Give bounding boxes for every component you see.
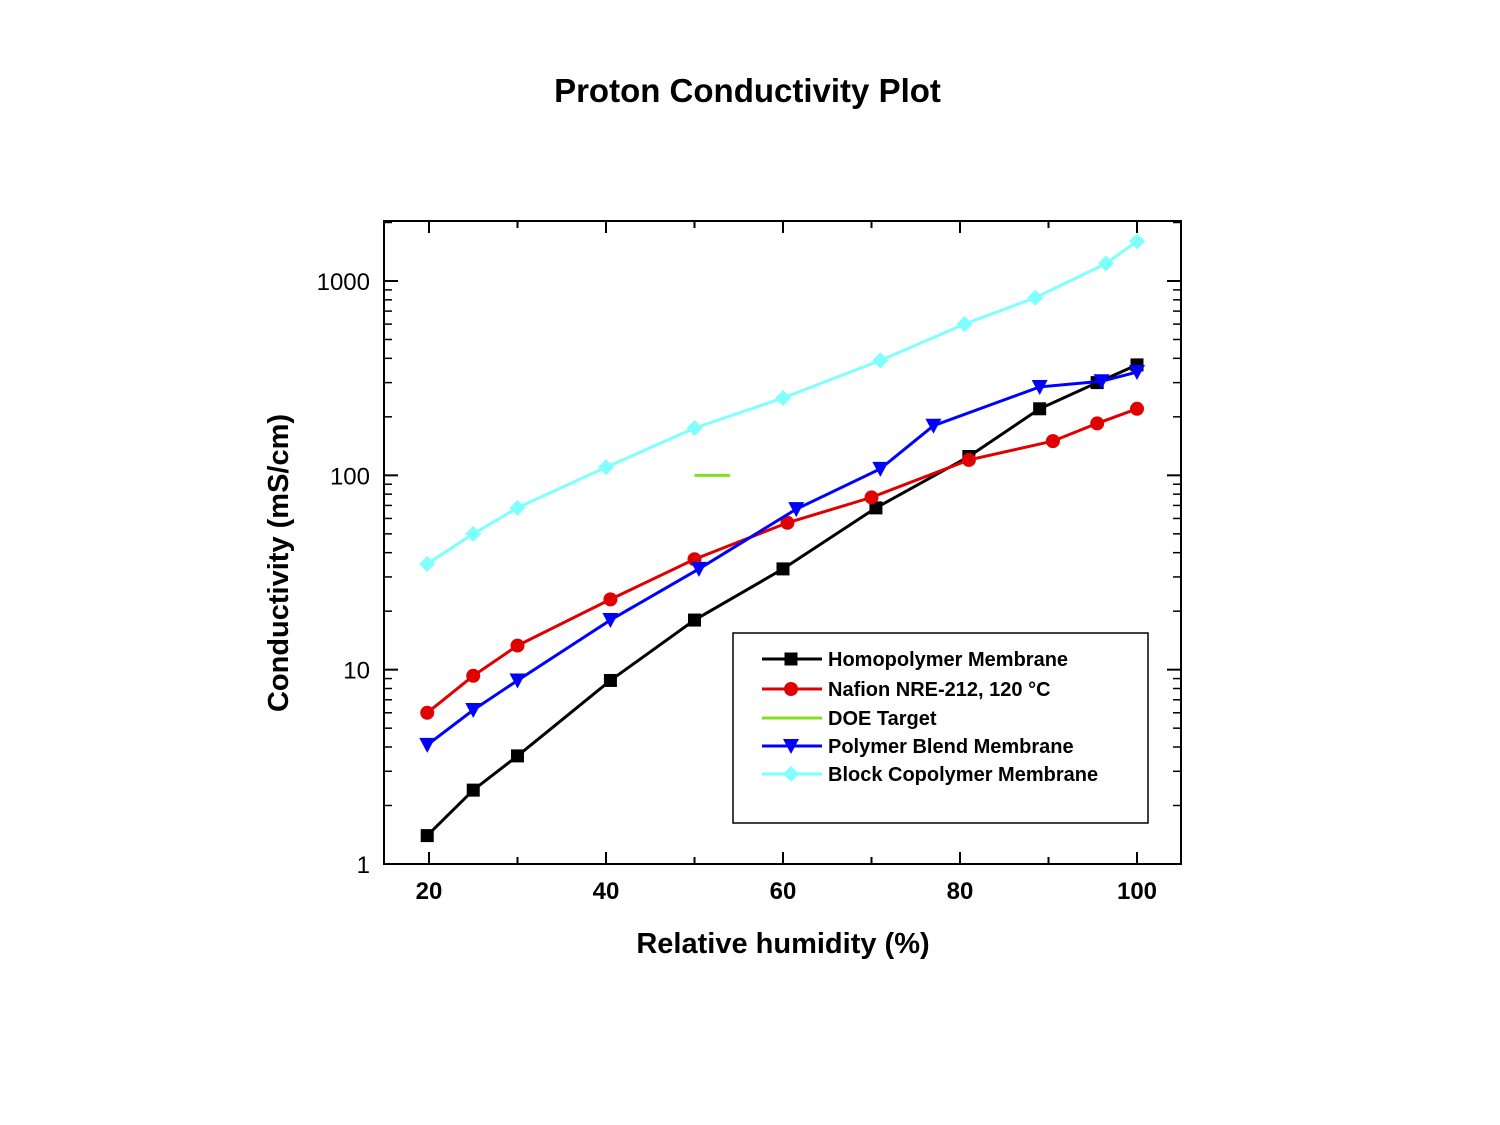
data-point	[603, 673, 617, 687]
y-tick-label: 1	[357, 852, 370, 879]
series-1	[420, 401, 1144, 720]
data-point	[690, 561, 707, 577]
data-point	[872, 461, 889, 477]
legend-marker	[783, 766, 799, 782]
data-point	[872, 352, 889, 369]
series-4	[419, 233, 1145, 572]
legend-marker	[784, 652, 798, 666]
data-point	[780, 515, 795, 530]
data-point	[465, 525, 482, 542]
data-point	[1090, 416, 1105, 431]
data-point	[602, 613, 619, 629]
legend-label: Polymer Blend Membrane	[828, 736, 1074, 758]
y-tick-label: 1000	[317, 269, 370, 296]
data-point	[1098, 255, 1115, 272]
x-axis-title: Relative humidity (%)	[636, 928, 929, 960]
data-point	[1027, 289, 1044, 306]
axis-ticks: 20 40 60 80 100 1 10 100 1000	[317, 221, 1181, 905]
data-point	[961, 452, 976, 467]
legend-label: Nafion NRE-212, 120 °C	[828, 679, 1051, 701]
data-point	[864, 490, 879, 505]
data-point	[1130, 401, 1144, 416]
data-point	[1033, 402, 1047, 416]
legend: Homopolymer Membrane Nafion NRE-212, 120 …	[732, 632, 1149, 824]
data-point	[466, 668, 481, 683]
series-3	[419, 365, 1145, 753]
data-point	[788, 502, 805, 518]
data-point	[509, 499, 526, 516]
legend-label: Homopolymer Membrane	[828, 649, 1068, 671]
data-point	[420, 705, 435, 720]
data-point	[686, 420, 703, 437]
legend-label: Block Copolymer Membrane	[828, 764, 1098, 786]
data-point	[598, 459, 614, 476]
data-point	[1045, 434, 1060, 449]
data-point	[925, 418, 942, 434]
y-tick-label: 100	[330, 463, 370, 490]
data-point	[1129, 365, 1145, 381]
chart-title: Proton Conductivity Plot	[554, 72, 941, 109]
x-tick-label: 20	[416, 878, 443, 905]
data-point	[509, 673, 526, 689]
y-axis-title: Conductivity (mS/cm)	[263, 414, 295, 712]
x-tick-label: 40	[593, 878, 620, 905]
data-point	[1093, 374, 1110, 390]
data-point	[603, 592, 618, 607]
data-point	[775, 390, 791, 407]
series-layer	[419, 233, 1145, 843]
legend-marker	[783, 739, 799, 754]
data-point	[466, 783, 480, 797]
data-point	[956, 316, 973, 333]
data-point	[869, 501, 883, 515]
legend-label: DOE Target	[828, 708, 937, 730]
data-point	[419, 737, 436, 753]
x-tick-label: 80	[947, 878, 974, 905]
data-point	[688, 613, 701, 627]
x-tick-label: 60	[770, 878, 797, 905]
y-tick-label: 10	[343, 658, 370, 685]
data-point	[1129, 233, 1145, 250]
data-point	[465, 703, 482, 719]
data-point	[419, 555, 436, 572]
data-point	[511, 749, 524, 763]
data-point	[776, 562, 790, 576]
legend-box	[732, 632, 1149, 824]
x-tick-label: 100	[1117, 878, 1157, 905]
data-point	[510, 638, 525, 653]
legend-marker	[784, 682, 798, 696]
data-point	[1031, 379, 1048, 395]
data-point	[420, 829, 434, 843]
